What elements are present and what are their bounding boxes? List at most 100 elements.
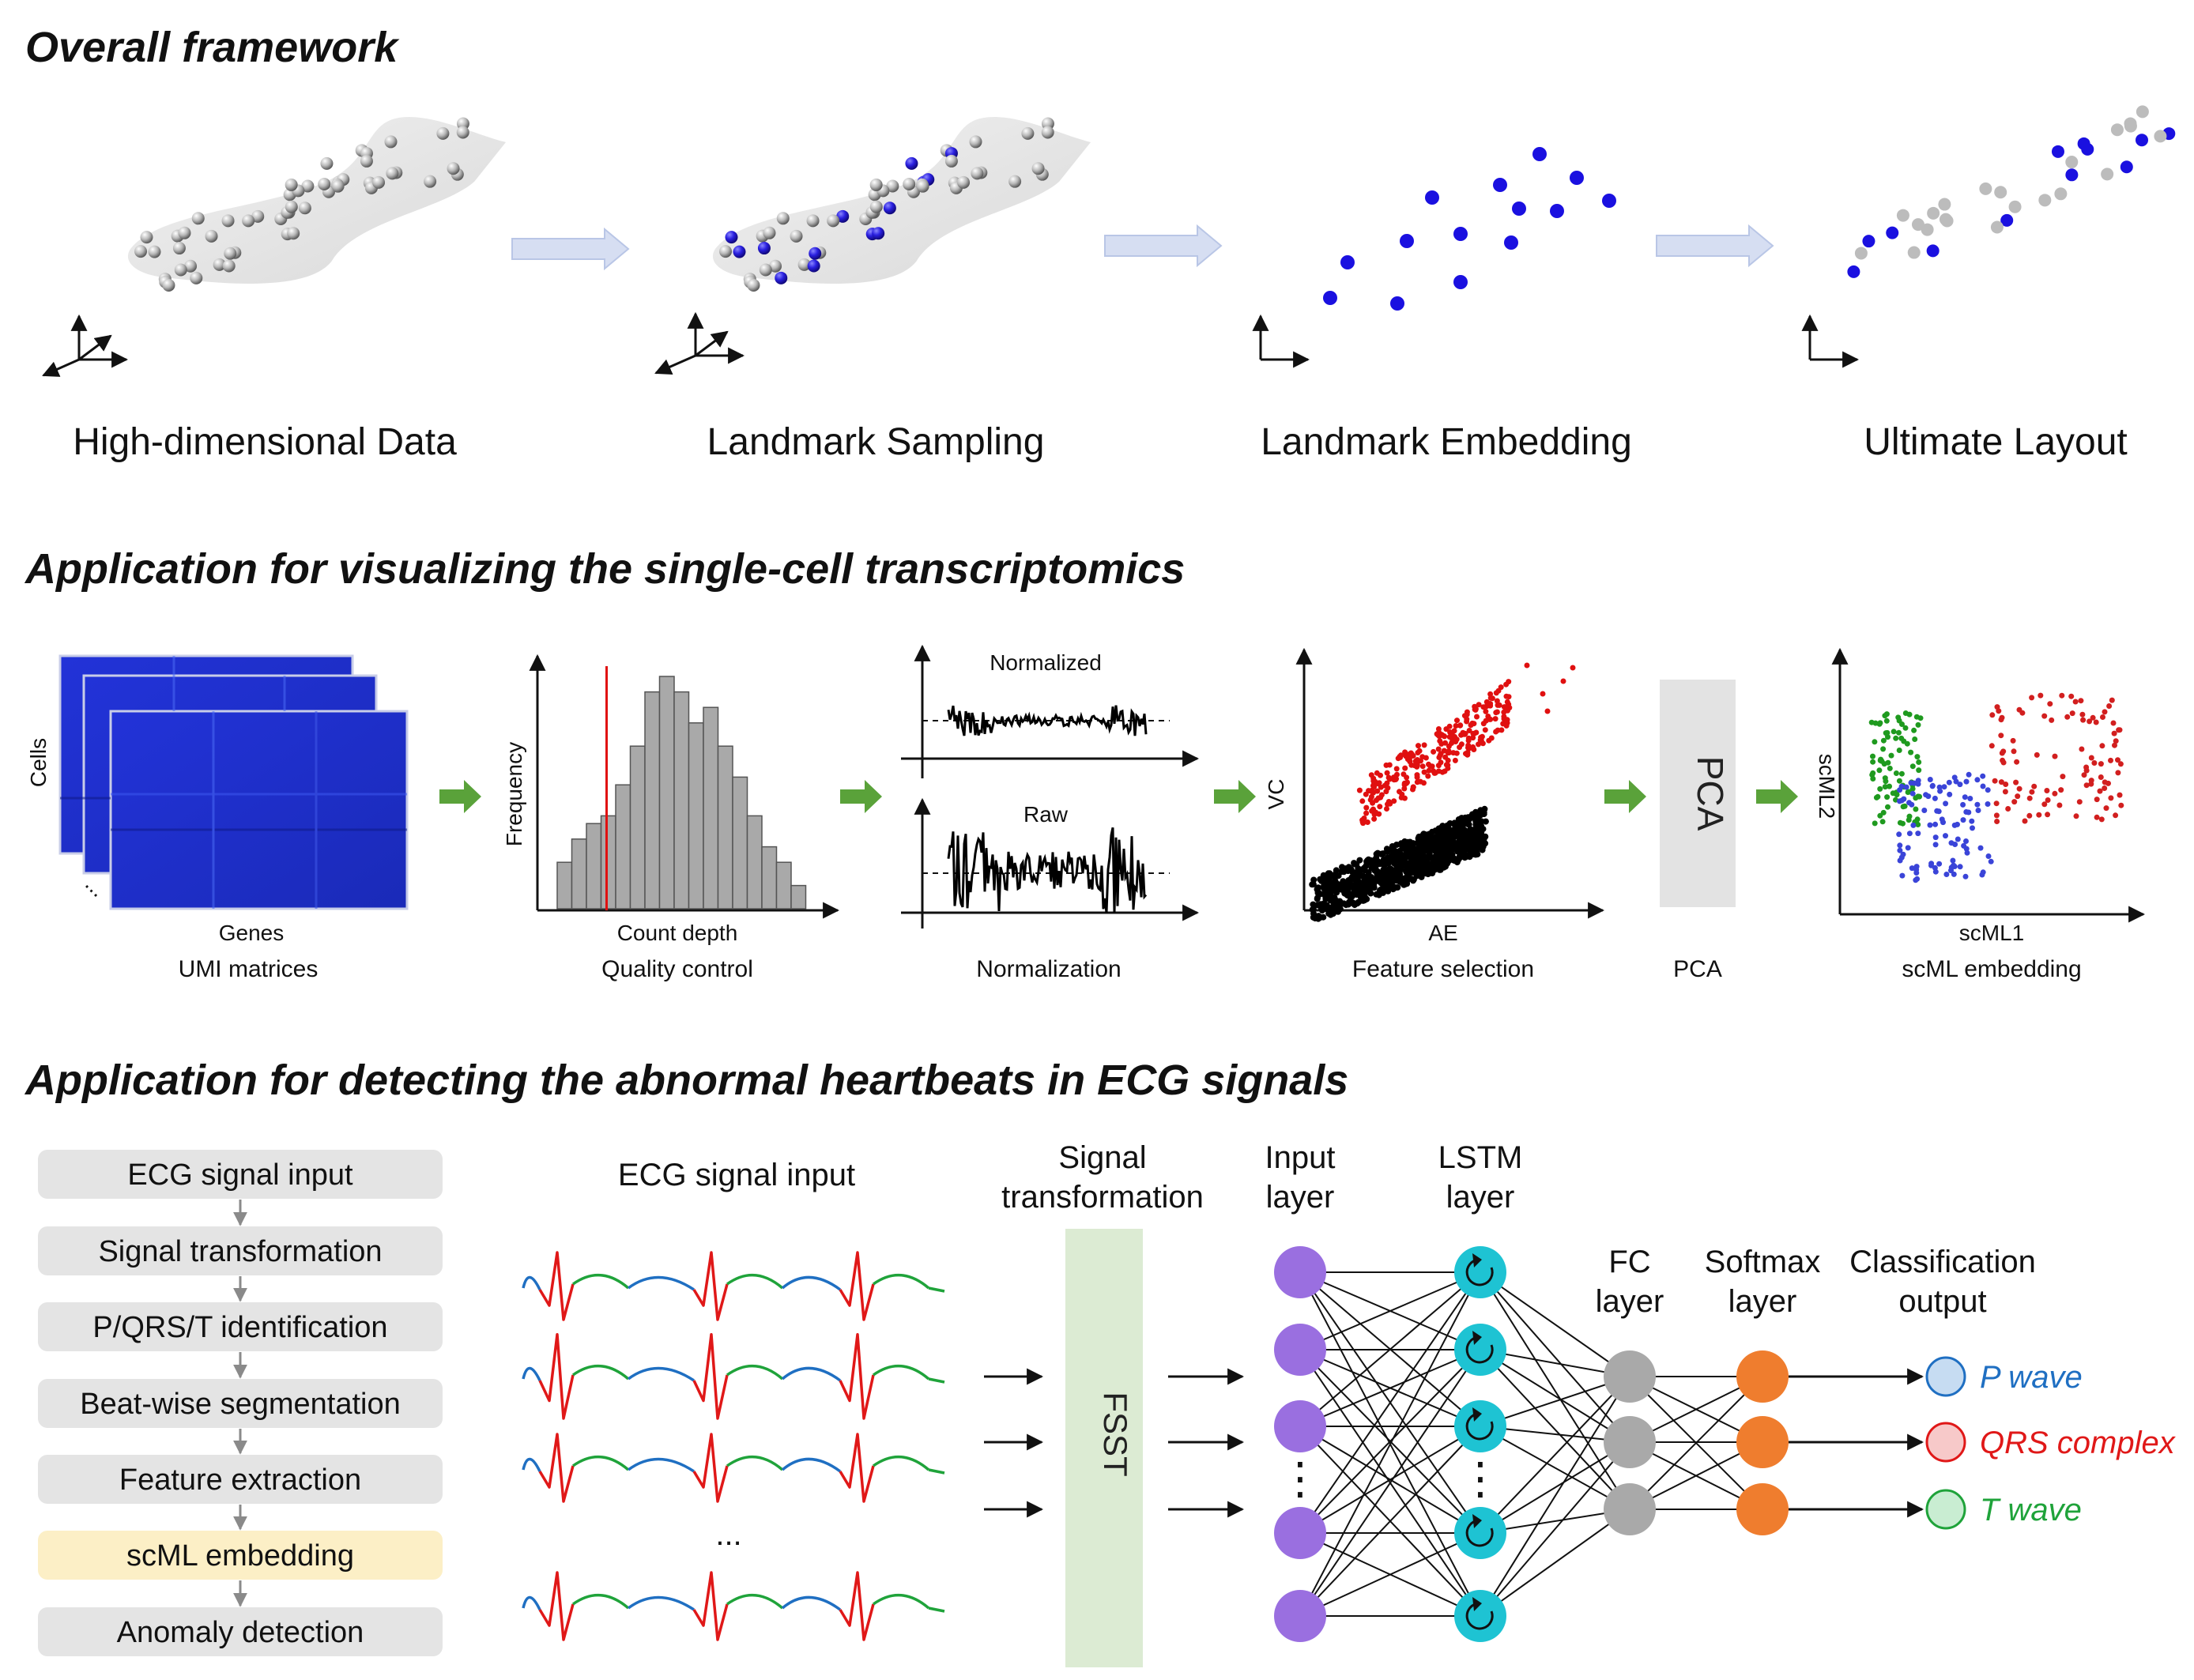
data-point bbox=[285, 178, 298, 191]
axis-label-scml2: scML2 bbox=[1815, 754, 1839, 819]
p-wave-segment bbox=[627, 1275, 695, 1291]
network-edge bbox=[1480, 1426, 1630, 1510]
landmark-point bbox=[757, 242, 771, 255]
highly-variable-gene bbox=[1453, 736, 1460, 743]
highly-variable-gene bbox=[1368, 793, 1374, 800]
gene-point bbox=[1339, 900, 1346, 907]
cell-point bbox=[1927, 777, 1933, 782]
gene-point bbox=[1348, 866, 1355, 873]
cell-point bbox=[1985, 801, 1991, 807]
highly-variable-gene bbox=[1495, 702, 1501, 708]
highly-variable-gene bbox=[1404, 779, 1410, 785]
cell-point bbox=[2049, 717, 2055, 723]
axis-label-cells: Cells bbox=[26, 738, 51, 787]
network-edge bbox=[1480, 1349, 1630, 1443]
cell-point bbox=[1877, 720, 1883, 726]
recurrent-loop-icon bbox=[1472, 1514, 1482, 1528]
axis-label-scml1: scML1 bbox=[1959, 921, 2024, 945]
data-point bbox=[221, 214, 235, 228]
data-point bbox=[436, 126, 450, 140]
qrs-segment bbox=[692, 1333, 729, 1420]
landmark-point bbox=[725, 231, 738, 244]
cell-point bbox=[1996, 708, 2002, 714]
flow-arrow bbox=[511, 227, 630, 271]
highly-variable-gene bbox=[1544, 708, 1551, 714]
highly-variable-gene bbox=[1524, 662, 1530, 669]
histogram-bar bbox=[790, 884, 807, 910]
cell-point bbox=[1951, 871, 1957, 877]
highly-variable-gene bbox=[1494, 709, 1500, 715]
highly-variable-gene bbox=[1487, 716, 1494, 722]
landmark-point bbox=[1886, 226, 1899, 239]
t-wave-segment bbox=[872, 1456, 930, 1471]
gene-point bbox=[1416, 836, 1422, 843]
label-raw: Raw bbox=[1023, 802, 1069, 827]
cell-point bbox=[2036, 812, 2042, 818]
cell-point bbox=[1962, 794, 1968, 800]
highly-variable-gene bbox=[1437, 738, 1443, 744]
gene-point bbox=[1415, 844, 1422, 851]
cell-point bbox=[1966, 809, 1972, 816]
cell-point bbox=[2010, 737, 2016, 744]
highly-variable-gene bbox=[1426, 767, 1432, 774]
landmark-point bbox=[1453, 227, 1468, 241]
highly-variable-gene bbox=[1465, 735, 1472, 741]
cell-point bbox=[1993, 800, 2000, 807]
gene-point bbox=[1393, 884, 1400, 891]
recurrent-loop-icon bbox=[1465, 1258, 1494, 1286]
3d-axes-icon bbox=[654, 311, 745, 375]
cell-point bbox=[2064, 714, 2071, 720]
data-point bbox=[1979, 182, 1992, 195]
cell-point bbox=[2112, 742, 2117, 748]
highly-variable-gene bbox=[1363, 791, 1369, 797]
layout-points bbox=[1847, 105, 2176, 278]
cell-point bbox=[1963, 838, 1969, 844]
data-point bbox=[957, 175, 971, 189]
cell-point bbox=[1901, 796, 1907, 802]
cell-point bbox=[1868, 719, 1875, 725]
data-point bbox=[763, 226, 776, 239]
cell-point bbox=[1989, 712, 1996, 718]
gene-point bbox=[1457, 836, 1463, 843]
qrs-segment bbox=[839, 1251, 875, 1321]
cell-point bbox=[1900, 851, 1906, 857]
data-point bbox=[1896, 209, 1909, 222]
cell-point bbox=[2097, 788, 2103, 794]
cell-point bbox=[1936, 784, 1943, 790]
cell-point bbox=[1966, 771, 1972, 778]
network-edge bbox=[1480, 1509, 1630, 1617]
cell-point bbox=[2034, 751, 2040, 758]
highly-variable-gene bbox=[1431, 768, 1437, 774]
gene-point bbox=[1420, 857, 1427, 864]
cell-point bbox=[1906, 831, 1913, 837]
highly-variable-gene bbox=[1393, 777, 1399, 782]
landmark-point bbox=[1504, 235, 1518, 250]
cell-point bbox=[2026, 795, 2033, 801]
data-point bbox=[769, 259, 782, 273]
cell-point bbox=[1975, 808, 1981, 813]
cell-point bbox=[2078, 698, 2084, 704]
gene-point bbox=[1373, 867, 1380, 874]
gene-point bbox=[1404, 863, 1411, 870]
cell-point bbox=[1953, 778, 1959, 785]
data-point bbox=[1990, 220, 2004, 234]
highly-variable-gene bbox=[1397, 789, 1402, 795]
cell-point bbox=[2083, 782, 2090, 789]
highly-variable-gene bbox=[1487, 701, 1494, 706]
cell-point bbox=[1900, 820, 1906, 827]
output-node-p bbox=[1925, 1356, 1966, 1397]
data-point bbox=[1031, 162, 1045, 175]
cell-point bbox=[1914, 876, 1921, 882]
cell-point bbox=[2045, 797, 2051, 803]
cell-point bbox=[2052, 790, 2058, 797]
highly-variable-gene bbox=[1377, 804, 1383, 810]
highly-variable-gene bbox=[1540, 691, 1546, 697]
gene-point bbox=[1320, 875, 1326, 882]
cell-point bbox=[2115, 757, 2120, 763]
t-wave-segment bbox=[872, 1594, 930, 1610]
gene-point bbox=[1382, 871, 1389, 877]
cell-point bbox=[2011, 748, 2017, 755]
highly-variable-gene bbox=[1457, 722, 1463, 729]
signal-ellipsis: ... bbox=[715, 1517, 741, 1552]
qrs-segment bbox=[538, 1571, 575, 1641]
